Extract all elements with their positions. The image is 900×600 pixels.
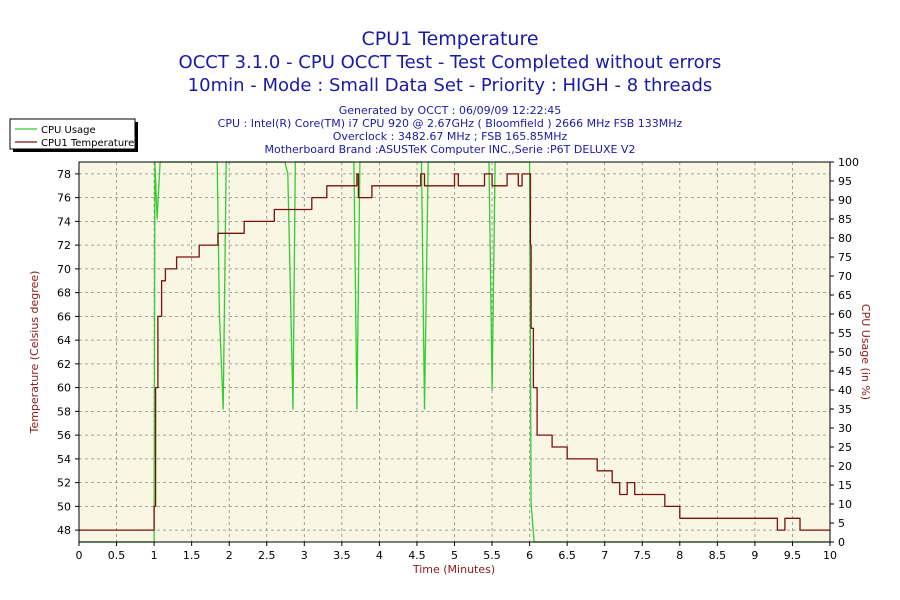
chart-title: CPU1 Temperature (361, 28, 538, 50)
plot-area (79, 162, 830, 542)
y-axis-left-title: Temperature (Celsius degree) (28, 271, 41, 435)
x-tick-label: 8 (676, 549, 683, 562)
x-tick-label: 4 (376, 549, 383, 562)
legend: CPU Usage CPU1 Temperature (9, 118, 138, 152)
x-tick-label: 4.5 (408, 549, 426, 562)
y-right-tick-label: 15 (838, 479, 852, 492)
y-left-tick-label: 58 (57, 405, 71, 418)
y-right-tick-label: 35 (838, 403, 852, 416)
y-left-tick-label: 56 (57, 429, 71, 442)
x-tick-label: 7.5 (634, 549, 652, 562)
x-tick-label: 10 (823, 549, 837, 562)
y-axis-left: 48 50 52 54 56 58 60 62 64 66 68 70 72 74 76 78 (57, 168, 79, 537)
x-axis: 0 0.5 1 1.5 2 2.5 3 3.5 4 4.5 5 5.5 6 6.5 7 7.5 8 8.5 9 9.5… (76, 542, 837, 562)
y-left-tick-label: 72 (57, 239, 71, 252)
y-axis-right: 0 5 10 15 20 25 30 35 40 45 50 55 60 65 70 75 80 85 90 95 10… (830, 156, 859, 549)
x-tick-label: 8.5 (709, 549, 727, 562)
grid (79, 162, 830, 542)
x-tick-label: 0 (76, 549, 83, 562)
y-right-tick-label: 55 (838, 327, 852, 340)
y-left-tick-label: 76 (57, 192, 71, 205)
x-tick-label: 0.5 (108, 549, 126, 562)
series-line-cpu-temperature (79, 173, 830, 531)
chart-subtitle-1: OCCT 3.1.0 - CPU OCCT Test - Test Comple… (179, 52, 722, 73)
y-left-tick-label: 52 (57, 477, 71, 490)
y-right-tick-label: 30 (838, 422, 852, 435)
x-tick-label: 5 (451, 549, 458, 562)
y-right-tick-label: 50 (838, 346, 852, 359)
y-right-tick-label: 45 (838, 365, 852, 378)
y-right-tick-label: 65 (838, 289, 852, 302)
y-left-tick-label: 68 (57, 287, 71, 300)
y-right-tick-label: 25 (838, 441, 852, 454)
y-right-tick-label: 40 (838, 384, 852, 397)
chart-info-motherboard: Motherboard Brand :ASUSTeK Computer INC.… (265, 143, 636, 156)
y-left-tick-label: 78 (57, 168, 71, 181)
y-right-tick-label: 90 (838, 194, 852, 207)
x-axis-title: Time (Minutes) (412, 563, 495, 576)
y-right-tick-label: 5 (838, 517, 845, 530)
x-tick-label: 1.5 (183, 549, 201, 562)
chart-info-generated: Generated by OCCT : 06/09/09 12:22:45 (339, 104, 562, 117)
chart-info-cpu: CPU : Intel(R) Core(TM) i7 CPU 920 @ 2.6… (218, 117, 683, 130)
legend-label-cpu-usage: CPU Usage (41, 125, 96, 136)
y-right-tick-label: 0 (838, 536, 845, 549)
y-left-tick-label: 60 (57, 382, 71, 395)
y-right-tick-label: 85 (838, 213, 852, 226)
x-tick-label: 3 (301, 549, 308, 562)
y-left-tick-label: 66 (57, 310, 71, 323)
y-left-tick-label: 62 (57, 358, 71, 371)
x-tick-label: 6 (526, 549, 533, 562)
x-tick-label: 3.5 (333, 549, 351, 562)
y-left-tick-label: 50 (57, 500, 71, 513)
y-left-tick-label: 54 (57, 453, 71, 466)
y-right-tick-label: 60 (838, 308, 852, 321)
x-tick-label: 6.5 (558, 549, 576, 562)
y-left-tick-label: 70 (57, 263, 71, 276)
legend-label-cpu-temperature: CPU1 Temperature (41, 138, 134, 149)
y-right-tick-label: 20 (838, 460, 852, 473)
x-tick-label: 2 (226, 549, 233, 562)
y-right-tick-label: 75 (838, 251, 852, 264)
chart-subtitle-2: 10min - Mode : Small Data Set - Priority… (188, 75, 713, 96)
y-right-tick-label: 100 (838, 156, 859, 169)
y-axis-right-title: CPU Usage (in %) (859, 304, 872, 400)
x-tick-label: 5.5 (483, 549, 501, 562)
x-tick-label: 9 (751, 549, 758, 562)
y-right-tick-label: 70 (838, 270, 852, 283)
x-tick-label: 2.5 (258, 549, 276, 562)
y-left-tick-label: 64 (57, 334, 71, 347)
x-tick-label: 1 (151, 549, 158, 562)
y-left-tick-label: 48 (57, 524, 71, 537)
legend-box (9, 118, 136, 150)
y-right-tick-label: 80 (838, 232, 852, 245)
chart-info-overclock: Overclock : 3482.67 MHz ; FSB 165.85MHz (333, 130, 568, 143)
y-right-tick-label: 10 (838, 498, 852, 511)
x-tick-label: 9.5 (784, 549, 802, 562)
x-tick-label: 7 (601, 549, 608, 562)
y-right-tick-label: 95 (838, 175, 852, 188)
y-left-tick-label: 74 (57, 215, 71, 228)
